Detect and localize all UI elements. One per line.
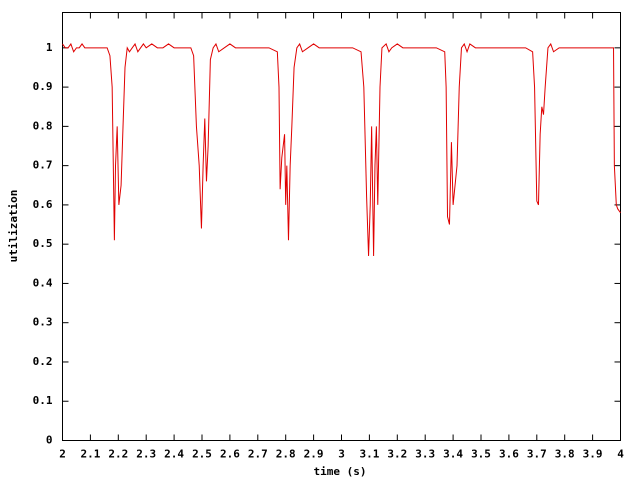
x-tick-label: 2.6 <box>220 448 240 461</box>
plot-frame <box>62 12 621 441</box>
y-tick-label: 0.2 <box>33 355 53 368</box>
y-tick-label: 0.6 <box>33 198 53 211</box>
y-tick-label: 0.4 <box>33 276 53 289</box>
x-tick-label: 2.7 <box>248 448 268 461</box>
x-tick-label: 2.8 <box>276 448 296 461</box>
y-tick-label: 0.7 <box>33 159 53 172</box>
y-axis-label: utilization <box>7 190 20 263</box>
x-tick-label: 3.4 <box>443 448 463 461</box>
x-tick-label: 2.5 <box>192 448 212 461</box>
data-line <box>62 42 621 256</box>
x-tick-label: 3.2 <box>387 448 407 461</box>
x-tick-label: 2.1 <box>80 448 100 461</box>
x-tick-label: 2.4 <box>164 448 184 461</box>
x-tick-label: 3.7 <box>527 448 547 461</box>
y-tick-label: 1 <box>46 41 53 54</box>
x-tick-label: 3.6 <box>499 448 519 461</box>
y-tick-label: 0.8 <box>33 119 53 132</box>
y-tick-label: 0.3 <box>33 316 53 329</box>
x-axis-label: time (s) <box>314 465 367 478</box>
y-tick-label: 0 <box>46 434 53 447</box>
x-tick-label: 3.5 <box>471 448 491 461</box>
x-tick-label: 3 <box>338 448 345 461</box>
x-tick-label: 3.9 <box>583 448 603 461</box>
x-tick-label: 3.8 <box>555 448 575 461</box>
x-tick-label: 2.9 <box>304 448 324 461</box>
x-tick-label: 2 <box>59 448 66 461</box>
x-tick-label: 2.3 <box>136 448 156 461</box>
y-tick-label: 0.5 <box>33 237 53 250</box>
x-tick-label: 4 <box>617 448 624 461</box>
y-tick-label: 0.1 <box>33 394 53 407</box>
x-tick-label: 3.3 <box>415 448 435 461</box>
x-tick-label: 3.1 <box>359 448 379 461</box>
x-tick-label: 2.2 <box>108 448 128 461</box>
y-tick-label: 0.9 <box>33 80 53 93</box>
